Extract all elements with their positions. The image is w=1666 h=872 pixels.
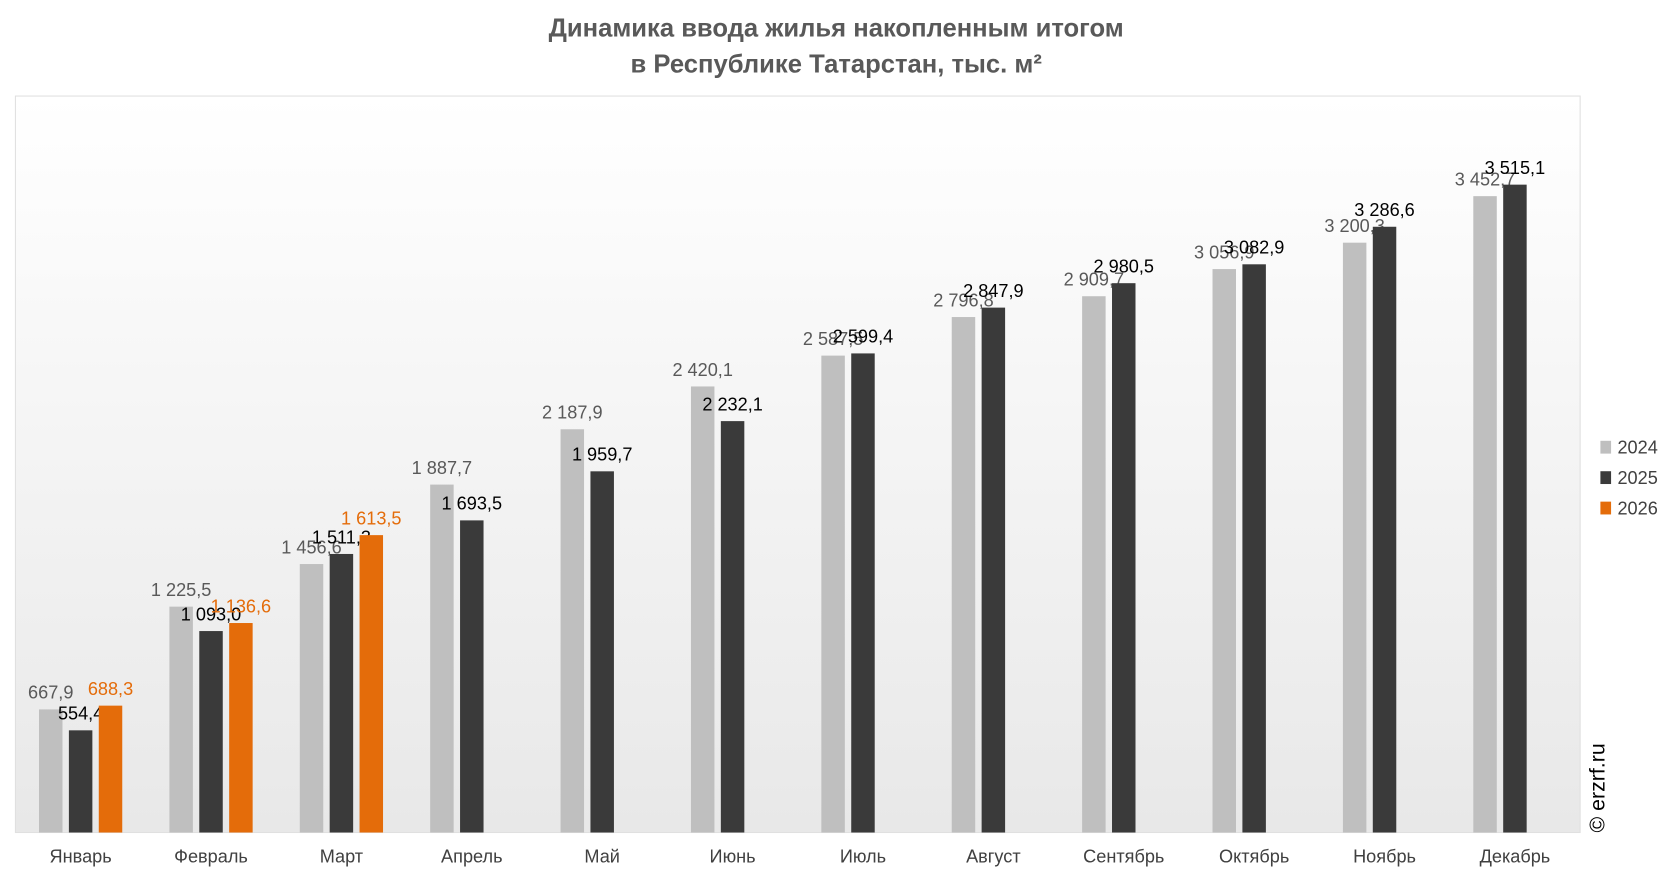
- value-label: 3 452,7: [1455, 169, 1515, 189]
- bar: [1372, 226, 1397, 833]
- value-label: 667,9: [28, 683, 73, 703]
- value-label: 1 887,7: [412, 458, 472, 478]
- x-tick-label: Август: [966, 846, 1021, 866]
- bar: [460, 520, 484, 833]
- bar: [299, 564, 324, 833]
- value-label: 2 909,7: [1064, 270, 1124, 290]
- x-tick-label: Июль: [840, 846, 886, 866]
- bar: [690, 386, 715, 833]
- value-label: 3 286,6: [1354, 200, 1414, 220]
- value-label: 1 959,7: [572, 445, 632, 465]
- legend-label: 2024: [1617, 438, 1657, 458]
- legend-label: 2026: [1617, 498, 1657, 518]
- value-label: 2 420,1: [672, 360, 732, 380]
- x-tick-label: Апрель: [441, 846, 502, 866]
- bar: [1503, 184, 1527, 833]
- plot-area: [14, 95, 1581, 834]
- value-label: 1 136,6: [211, 596, 271, 616]
- bar: [1242, 264, 1266, 833]
- bar: [590, 471, 614, 833]
- value-label: 3 515,1: [1485, 158, 1545, 178]
- value-label: 2 847,9: [963, 281, 1023, 301]
- bar: [39, 709, 63, 833]
- bar: [1112, 283, 1136, 833]
- value-label: 554,4: [58, 704, 103, 724]
- bar: [1212, 269, 1237, 833]
- bar: [1082, 296, 1106, 833]
- bar: [1473, 196, 1497, 833]
- value-label: 688,3: [88, 679, 133, 699]
- bar: [981, 307, 1006, 833]
- value-label: 2 796,8: [933, 290, 993, 310]
- watermark: © erzrf.ru: [1586, 743, 1610, 832]
- bar: [821, 355, 845, 833]
- x-tick-label: Май: [584, 846, 620, 866]
- legend-label: 2025: [1617, 468, 1657, 488]
- value-label: 2 587,5: [803, 329, 863, 349]
- value-label: 3 056,9: [1194, 242, 1254, 262]
- x-tick-label: Ноябрь: [1353, 846, 1416, 866]
- chart-title: в Республике Татарстан, тыс. м²: [631, 51, 1042, 79]
- value-label: 2 187,9: [542, 403, 602, 423]
- bar: [199, 631, 223, 833]
- x-tick-label: Февраль: [174, 846, 248, 866]
- legend-swatch: [1600, 501, 1612, 515]
- legend-swatch: [1600, 440, 1612, 454]
- bar: [229, 623, 253, 833]
- x-tick-label: Июнь: [710, 846, 756, 866]
- value-label: 1 093,0: [181, 604, 241, 624]
- value-label: 1 225,5: [151, 580, 211, 600]
- value-label: 2 599,4: [833, 327, 893, 347]
- value-label: 1 511,3: [312, 527, 371, 547]
- bar: [329, 553, 354, 833]
- x-tick-label: Сентябрь: [1083, 846, 1164, 866]
- chart-title: Динамика ввода жилья накопленным итогом: [549, 14, 1124, 42]
- value-label: 1 613,5: [341, 508, 401, 528]
- bar: [851, 353, 875, 833]
- x-tick-label: Январь: [50, 846, 112, 866]
- bar: [430, 484, 454, 833]
- value-label: 1 693,5: [442, 494, 502, 514]
- bar: [68, 730, 93, 833]
- bar: [169, 606, 193, 833]
- bar: [560, 429, 585, 833]
- x-tick-label: Октябрь: [1219, 846, 1289, 866]
- value-label: 1 456,6: [281, 537, 341, 557]
- value-label: 3 082,9: [1224, 238, 1284, 258]
- x-tick-label: Март: [320, 846, 363, 866]
- legend-swatch: [1600, 471, 1612, 485]
- bar: [720, 421, 745, 833]
- bar: [98, 705, 123, 833]
- value-label: 2 980,5: [1094, 257, 1154, 277]
- x-tick-label: Декабрь: [1480, 846, 1551, 866]
- bar: [359, 535, 384, 833]
- bar: [951, 317, 976, 833]
- bar: [1342, 242, 1367, 833]
- value-label: 2 232,1: [702, 394, 762, 414]
- value-label: 3 200,3: [1324, 216, 1384, 236]
